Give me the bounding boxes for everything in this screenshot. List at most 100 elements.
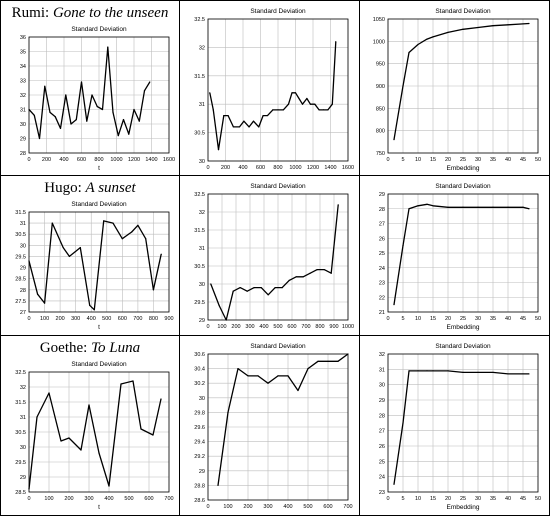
poem-author: Rumi: (11, 5, 53, 21)
data-point (98, 452, 100, 454)
data-point (33, 114, 35, 116)
x-tick-label: 200 (231, 324, 240, 330)
y-tick-label: 31 (20, 415, 26, 421)
y-tick-label: 28.5 (15, 490, 26, 496)
data-point (133, 108, 135, 111)
y-tick-label: 28.8 (194, 483, 205, 489)
data-point (137, 224, 139, 226)
data-point (402, 422, 404, 424)
x-tick-label: 1000 (110, 157, 122, 163)
x-tick-label: 700 (164, 496, 173, 502)
y-tick-label: 22 (379, 295, 385, 301)
x-tick-label: 40 (505, 316, 511, 322)
chart-panel-2: Standard Deviation 0 200 400 600 800 1000 1200 1… (179, 0, 360, 176)
data-point (108, 485, 110, 487)
series-line (217, 353, 349, 486)
data-point (28, 260, 30, 262)
x-tick-label: 300 (71, 316, 80, 322)
x-tick-label: 35 (490, 496, 496, 502)
y-tick-label: 29.8 (194, 410, 205, 416)
data-point (79, 246, 81, 249)
data-point (306, 97, 308, 100)
data-point (238, 126, 241, 128)
data-point (307, 368, 309, 370)
y-tick-label: 27 (20, 310, 26, 316)
data-point (337, 204, 339, 206)
x-tick-label: 15 (430, 157, 436, 163)
plot-area (28, 371, 170, 493)
x-tick-label: 1000 (342, 324, 354, 330)
x-tick-label: 600 (256, 165, 265, 171)
data-point (239, 287, 241, 289)
chart-title: Standard Deviation (250, 343, 306, 350)
data-point (294, 92, 297, 94)
data-point (60, 440, 62, 442)
data-point (528, 22, 530, 25)
chart-title: Standard Deviation (71, 201, 127, 208)
x-tick-label: 1400 (145, 157, 157, 163)
data-point (243, 120, 245, 122)
x-tick-label: 500 (102, 316, 111, 322)
chart-panel-3: Standard Deviation 0 5 10 15 20 25 30 35 40 45 50 75… (359, 0, 550, 176)
data-point (138, 120, 140, 122)
data-point (393, 304, 395, 306)
data-point (217, 484, 219, 486)
x-tick-label: 300 (263, 504, 272, 510)
data-point (112, 222, 114, 224)
data-point (402, 245, 404, 247)
x-tick-label: 20 (445, 316, 451, 322)
data-point (152, 289, 155, 291)
data-point (492, 25, 494, 27)
x-tick-label: 200 (221, 165, 230, 171)
x-tick-label: 40 (505, 157, 511, 163)
poem-author: Hugo: (44, 180, 86, 196)
data-point (36, 293, 39, 295)
data-point (331, 103, 333, 105)
data-point (432, 36, 434, 38)
y-tick-label: 26 (379, 444, 385, 450)
y-tick-label: 29.5 (15, 254, 26, 260)
x-tick-label: 20 (445, 496, 451, 502)
data-point (402, 85, 404, 87)
x-tick-label: 800 (149, 316, 158, 322)
chart-title: Standard Deviation (435, 183, 491, 190)
y-tick-label: 31.5 (194, 228, 205, 234)
poem-title: Hugo: A sunset (1, 180, 179, 197)
x-tick-label: 50 (535, 157, 541, 163)
y-tick-label: 32 (199, 45, 205, 51)
x-tick-label: 40 (505, 496, 511, 502)
data-point (121, 238, 123, 240)
x-tick-label: 900 (329, 324, 338, 330)
data-point (528, 208, 530, 210)
data-point (295, 276, 297, 278)
data-point (103, 220, 105, 222)
data-point (88, 404, 90, 406)
chart-svg: Standard Deviation 0 100 200 300 400 500 600 700… (194, 183, 354, 330)
x-tick-label: 0 (27, 157, 30, 163)
data-point (89, 304, 91, 306)
data-point (38, 137, 41, 140)
x-tick-label: 45 (520, 157, 526, 163)
data-point (462, 206, 464, 208)
x-tick-label: 0 (27, 316, 30, 322)
data-point (70, 123, 72, 125)
x-tick-label: 500 (124, 496, 133, 502)
data-point (302, 276, 304, 278)
data-point (477, 371, 479, 373)
x-tick-label: 0 (206, 165, 209, 171)
x-axis-label: Embedding (447, 165, 480, 172)
y-tick-label: 36 (20, 35, 26, 41)
data-point (426, 370, 428, 372)
data-point (408, 208, 410, 210)
chart-panel-7: Goethe: To Luna Standard Deviation 0 100 200… (0, 335, 180, 516)
y-tick-label: 29.2 (194, 454, 205, 460)
chart-svg: Standard Deviation 0 100 200 300 400 500 600 700… (194, 343, 352, 510)
x-tick-label: 400 (259, 324, 268, 330)
data-point (267, 294, 269, 296)
x-tick-label: 200 (64, 496, 73, 502)
y-tick-label: 30.6 (194, 352, 205, 358)
x-tick-label: 600 (323, 504, 332, 510)
data-point (212, 109, 214, 111)
data-point (62, 246, 64, 249)
